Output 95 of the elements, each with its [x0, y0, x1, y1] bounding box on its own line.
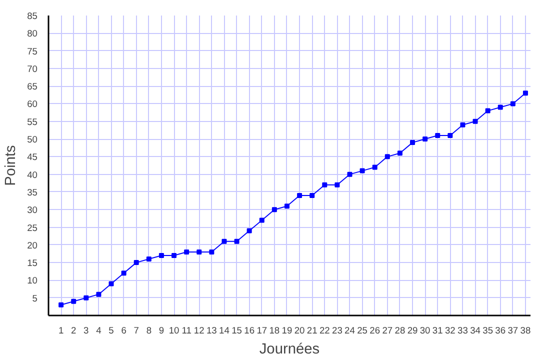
y-tick-label: 30	[27, 205, 38, 216]
x-tick-label: 15	[232, 326, 242, 336]
x-tick-label: 16	[244, 326, 255, 336]
y-tick-label: 40	[27, 170, 38, 180]
y-tick-label: 85	[27, 11, 38, 21]
point	[84, 295, 89, 300]
x-tick-label: 30	[420, 326, 430, 336]
x-tick-label: 34	[470, 326, 480, 336]
point	[435, 133, 440, 138]
point	[297, 193, 302, 198]
y-tick-label: 25	[27, 222, 38, 233]
x-tick-label: 10	[168, 326, 180, 336]
x-tick-label: 27	[382, 326, 393, 336]
x-tick-label: 5	[108, 326, 114, 336]
point	[259, 218, 264, 223]
x-tick-label: 22	[319, 326, 330, 336]
point	[522, 90, 528, 96]
y-tick-label: 20	[27, 240, 38, 250]
point	[58, 302, 64, 308]
point	[222, 238, 227, 244]
x-tick-label: 11	[182, 326, 192, 336]
y-tick-label: 55	[27, 116, 38, 127]
y-tick-label: 10	[27, 276, 38, 286]
point	[397, 150, 402, 156]
point	[246, 228, 252, 234]
point	[108, 281, 114, 286]
y-tick-label: 15	[27, 258, 38, 268]
x-tick-label: 7	[134, 326, 139, 336]
point	[121, 270, 126, 276]
point	[410, 140, 416, 146]
point	[472, 118, 478, 124]
y-tick-label: 80	[27, 28, 38, 39]
x-tick-label: 4	[96, 326, 102, 336]
point	[448, 133, 453, 138]
point	[510, 101, 516, 106]
x-tick-label: 21	[306, 326, 318, 336]
point	[234, 238, 240, 244]
point	[272, 207, 277, 212]
x-tick-label: 20	[294, 326, 305, 336]
point	[134, 260, 139, 266]
x-tick-label: 19	[282, 326, 292, 336]
y-tick-label: 65	[27, 82, 38, 92]
point	[322, 182, 328, 188]
x-tick-label: 31	[432, 326, 443, 336]
y-tick-label: 70	[27, 64, 38, 74]
x-tick-label: 6	[121, 326, 126, 336]
x-axis-title: Journées	[259, 342, 320, 358]
x-tick-label: 25	[357, 326, 368, 336]
point	[184, 249, 190, 254]
point	[384, 154, 390, 160]
point	[422, 136, 428, 142]
y-tick-label: 75	[27, 46, 38, 56]
point	[284, 204, 290, 209]
x-tick-label: 35	[482, 326, 494, 336]
point	[485, 108, 490, 114]
point	[158, 253, 164, 258]
point	[209, 249, 214, 254]
y-tick-label: 5	[32, 293, 38, 304]
x-tick-label: 1	[58, 326, 64, 336]
y-axis-title: Points	[3, 145, 20, 186]
x-tick-label: 24	[344, 326, 355, 336]
x-tick-label: 13	[206, 326, 217, 336]
x-tick-label: 17	[256, 326, 268, 336]
point	[372, 164, 378, 170]
x-tick-label: 8	[146, 326, 152, 336]
x-tick-label: 38	[520, 326, 531, 336]
point	[146, 256, 152, 262]
x-tick-label: 23	[332, 326, 342, 336]
x-tick-label: 9	[158, 326, 164, 336]
x-tick-label: 14	[219, 326, 230, 336]
point	[498, 104, 503, 110]
y-tick-label: 50	[27, 134, 38, 145]
x-tick-label: 26	[370, 326, 380, 336]
point	[347, 172, 352, 177]
point	[360, 168, 365, 174]
x-tick-label: 2	[71, 326, 76, 336]
point	[196, 249, 202, 254]
point	[334, 182, 340, 188]
x-tick-label: 12	[194, 326, 204, 336]
x-tick-label: 18	[269, 326, 280, 336]
point	[172, 253, 177, 258]
point	[71, 298, 76, 304]
x-tick-label: 37	[508, 326, 518, 336]
x-tick-label: 3	[84, 326, 89, 336]
x-tick-label: 33	[458, 326, 468, 336]
x-tick-label: 29	[407, 326, 418, 336]
x-tick-label: 36	[495, 326, 506, 336]
point	[460, 122, 466, 128]
point	[310, 193, 315, 198]
y-tick-label: 35	[27, 187, 38, 198]
x-tick-label: 32	[444, 326, 456, 336]
y-tick-label: 60	[27, 99, 38, 110]
x-tick-label: 28	[394, 326, 406, 336]
point	[96, 292, 102, 297]
y-tick-label: 45	[27, 152, 38, 162]
